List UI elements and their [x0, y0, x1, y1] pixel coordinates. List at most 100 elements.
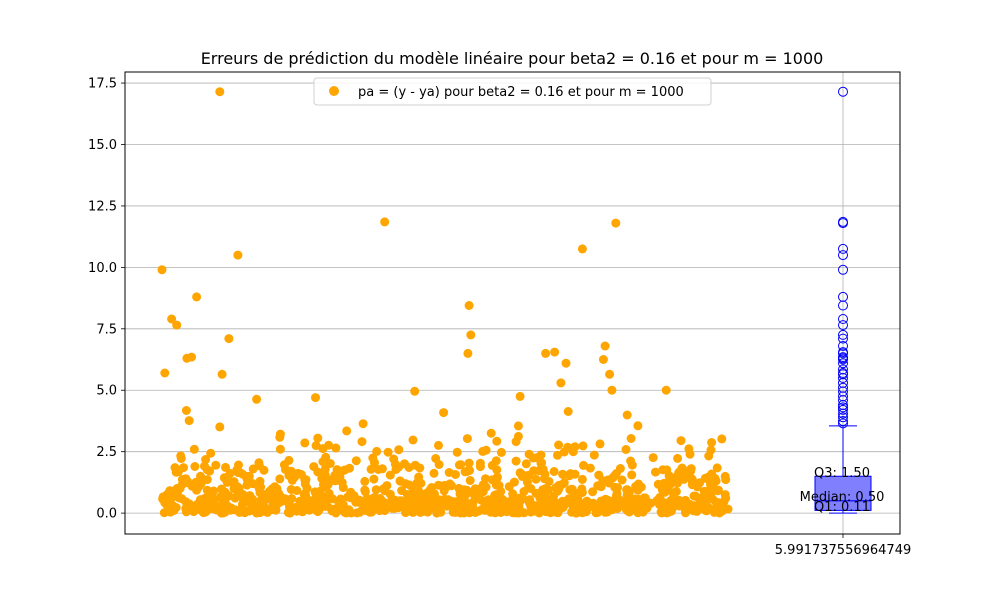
q3-annotation: Q3: 1.50	[814, 466, 870, 481]
scatter-point	[673, 453, 683, 463]
scatter-point	[189, 444, 199, 454]
scatter-point	[504, 504, 514, 514]
scatter-point	[563, 407, 573, 416]
legend-frame	[313, 77, 712, 106]
scatter-point	[255, 488, 265, 498]
scatter-point	[296, 470, 306, 479]
outlier-point	[838, 300, 848, 311]
scatter-point	[531, 474, 541, 484]
scatter-point	[570, 469, 580, 479]
scatter-point	[684, 444, 694, 454]
scatter-point	[198, 504, 208, 514]
scatter-point	[190, 462, 200, 471]
scatter-point	[707, 438, 717, 447]
scatter-point	[311, 441, 321, 451]
scatter-point	[248, 464, 258, 474]
scatter-point	[668, 494, 677, 504]
scatter-point	[605, 369, 615, 379]
scatter-point	[532, 453, 541, 463]
scatter-point	[646, 498, 656, 508]
x-tick-label: 5.991737556964749	[775, 543, 911, 558]
scatter-point	[659, 498, 669, 508]
scatter-point	[371, 485, 381, 495]
scatter-point	[554, 440, 564, 450]
scatter-point	[233, 250, 243, 260]
scatter-point	[668, 473, 678, 483]
scatter-point	[358, 419, 368, 429]
scatter-point	[215, 422, 225, 432]
outlier-point	[838, 416, 848, 426]
scatter-point	[539, 474, 549, 484]
scatter-point	[496, 447, 506, 457]
scatter-point	[238, 499, 247, 509]
scatter-point	[463, 466, 473, 476]
scatter-point	[475, 484, 485, 494]
scatter-point	[651, 467, 660, 477]
scatter-point	[622, 485, 632, 495]
scatter-point	[300, 438, 310, 448]
scatter-point	[524, 449, 534, 459]
legend-marker	[329, 86, 339, 96]
scatter-point	[462, 434, 472, 444]
scatter-point	[626, 456, 636, 466]
scatter-point	[529, 466, 539, 476]
scatter-point	[611, 491, 621, 501]
scatter-point	[429, 468, 439, 478]
scatter-point	[564, 498, 574, 508]
scatter-point	[607, 505, 617, 515]
scatter-point	[551, 507, 561, 517]
scatter-point	[393, 501, 403, 511]
scatter-point	[275, 474, 285, 484]
scatter-point	[463, 348, 473, 358]
y-tick-label: 2.5	[96, 445, 117, 460]
scatter-point	[457, 490, 467, 500]
y-tick-label: 0.0	[96, 507, 117, 522]
scatter-point	[160, 368, 170, 378]
scatter-point	[535, 506, 545, 516]
scatter-point	[685, 500, 695, 510]
scatter-point	[557, 501, 567, 511]
scatter-point	[659, 485, 669, 495]
scatter-point	[172, 320, 182, 330]
scatter-point	[483, 495, 493, 505]
scatter-point	[408, 435, 418, 445]
outlier-point	[838, 408, 848, 419]
outlier-point	[838, 402, 848, 413]
scatter-point	[565, 485, 575, 495]
outlier-point	[838, 354, 848, 365]
q1-annotation: Q1: 0.11	[814, 500, 870, 515]
scatter-point	[464, 458, 474, 468]
scatter-point	[636, 482, 646, 492]
scatter-point	[573, 494, 583, 504]
scatter-point	[588, 487, 598, 497]
scatter-point	[444, 468, 454, 477]
scatter-point	[365, 507, 375, 517]
scatter-point	[360, 487, 370, 497]
outlier-point	[838, 86, 848, 97]
scatter-point	[617, 475, 627, 485]
outlier-point	[838, 329, 848, 340]
outlier-point	[838, 243, 848, 254]
scatter-point	[621, 445, 631, 454]
scatter-point	[412, 478, 422, 488]
scatter-point	[514, 502, 524, 511]
scatter-point	[357, 437, 367, 447]
scatter-point	[664, 507, 673, 517]
scatter-point	[201, 455, 211, 464]
scatter-point	[619, 500, 629, 509]
scatter-point	[434, 440, 443, 450]
scatter-point	[346, 508, 356, 518]
scatter-point	[254, 458, 264, 468]
outlier-point	[838, 264, 848, 275]
scatter-point	[439, 408, 449, 418]
scatter-point	[224, 334, 234, 344]
box-iqr	[814, 475, 872, 511]
scatter-point	[253, 501, 263, 511]
scatter-point	[544, 506, 554, 516]
y-tick-label: 15.0	[88, 138, 117, 153]
scatter-point	[272, 484, 282, 494]
outlier-point	[838, 218, 848, 229]
y-axis-ticks: 0.0 2.5 5.0 7.5 10.0 12.5 15.0 17.5	[88, 77, 125, 522]
scatter-point	[370, 493, 379, 502]
